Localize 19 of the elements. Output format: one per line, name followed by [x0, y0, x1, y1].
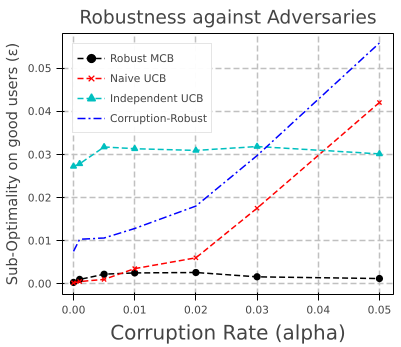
legend-label: Robust MCB: [110, 52, 174, 64]
legend-label: Independent UCB: [110, 92, 204, 104]
x-axis-title: Corruption Rate (alpha): [110, 320, 346, 344]
x-tick-label: 0.04: [306, 304, 330, 316]
y-axis-title: Sub-Optimality on good users (ε): [4, 42, 21, 286]
chart-title: Robustness against Adversaries: [79, 8, 377, 28]
x-tick-label: 0.03: [245, 304, 269, 316]
x-tick-label: 0.02: [184, 304, 208, 316]
y-tick-label: 0.00: [28, 278, 52, 291]
x-tick-label: 0.05: [368, 304, 392, 316]
y-tick-label: 0.03: [28, 148, 52, 162]
legend-label: Naive UCB: [110, 72, 166, 84]
y-tick-label: 0.04: [28, 105, 52, 118]
x-tick-label: 0.00: [62, 304, 86, 316]
y-tick-label: 0.05: [28, 62, 52, 76]
x-tick-label: 0.01: [122, 304, 147, 316]
y-tick-label: 0.02: [28, 191, 52, 204]
legend-label: Corruption-Robust: [110, 112, 208, 124]
y-tick-label: 0.01: [28, 234, 52, 248]
